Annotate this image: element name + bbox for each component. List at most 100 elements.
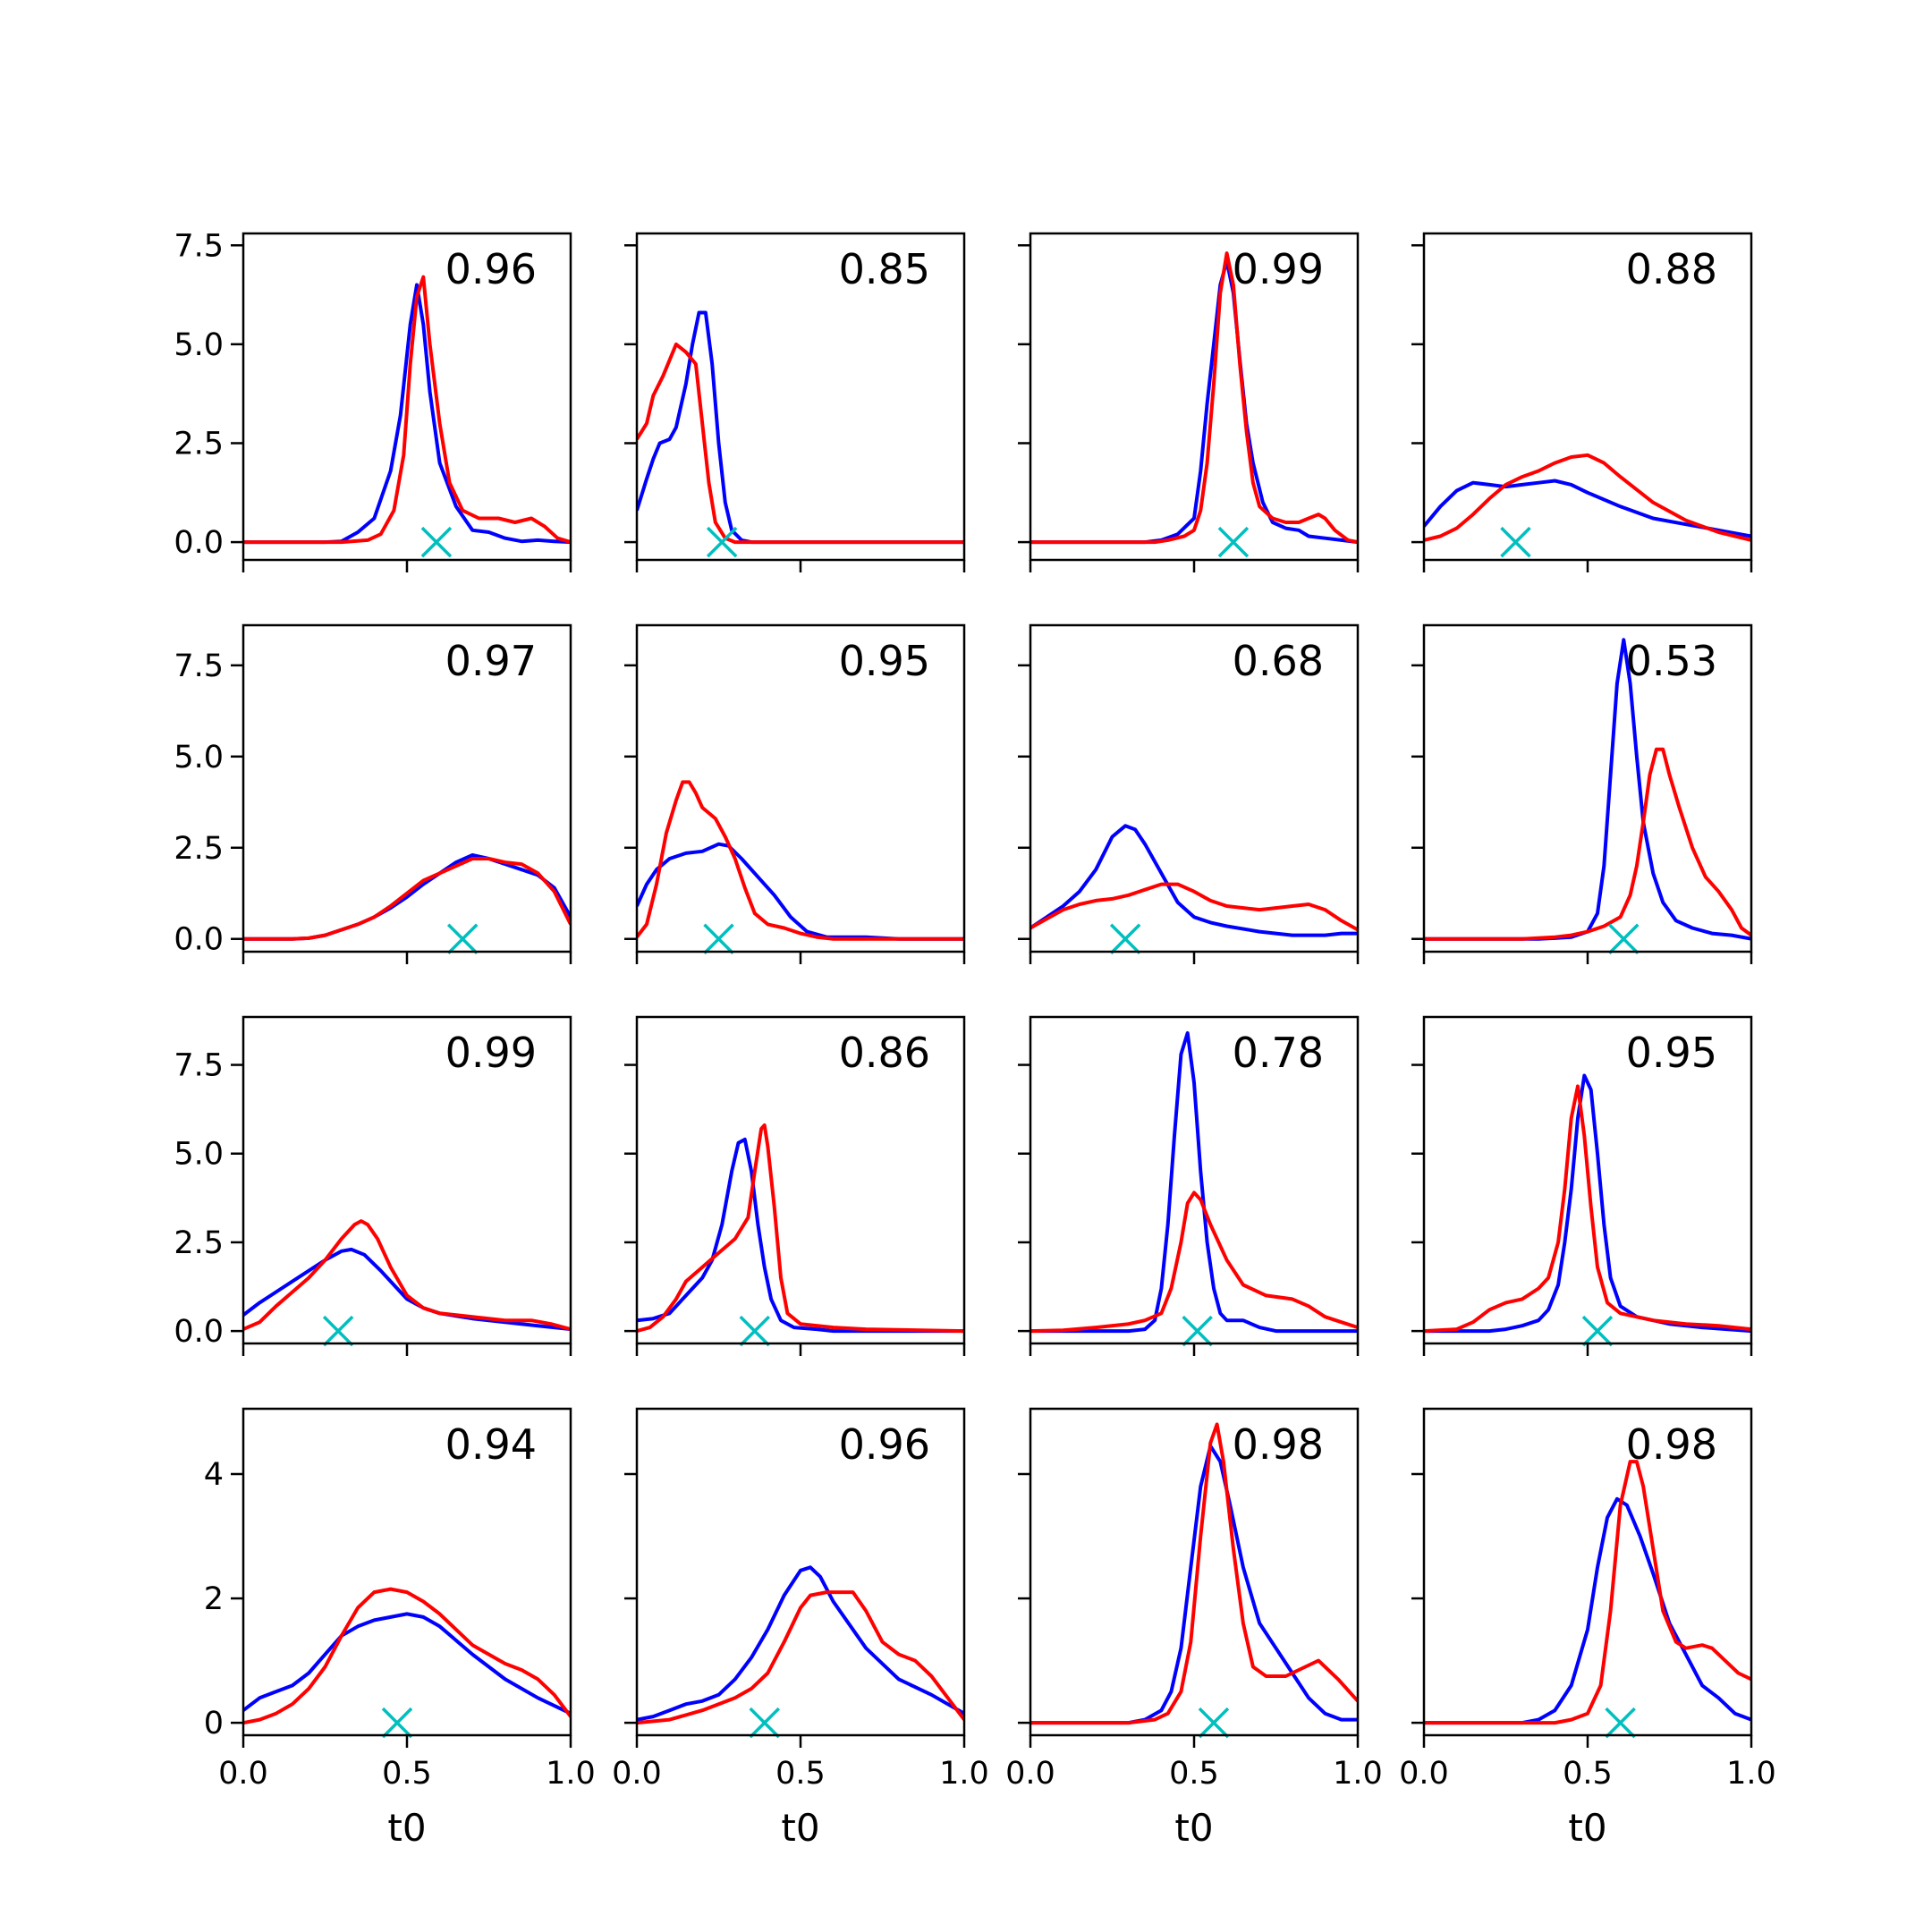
y-tick-label: 0 [204,1706,224,1741]
red-density-line [243,275,571,545]
true-value-marker [1608,923,1640,954]
true-value-marker [1500,526,1531,558]
y-tick-label: 7.5 [174,228,224,264]
panel-score-annotation: 0.96 [445,245,537,293]
red-density-line [243,857,571,941]
x-axis-label: t0 [781,1806,819,1850]
red-density-line [1030,1191,1358,1334]
y-tick-label: 0.0 [174,525,224,561]
panel-score-annotation: 0.99 [445,1029,537,1077]
red-density-line [637,342,964,545]
red-density-line [1030,882,1358,932]
x-axis-label: t0 [1568,1806,1606,1850]
panel-r4-c4: 0.0 0.5 1.0 t0 0.98 [1399,1407,1776,1850]
red-density-line [1424,747,1751,941]
x-tick-label: 0.0 [218,1756,268,1792]
panel-score-annotation: 0.88 [1626,245,1717,293]
y-tick-label: 0.0 [174,922,224,958]
true-value-marker [381,1707,413,1739]
red-density-line [243,1587,571,1725]
blue-density-line [243,852,571,941]
panel-grid: 0.0 2.5 5.0 7.5 0.96 0.85 0.99 0.88 0.0 2.5 5.0 7.5… [174,228,1776,1850]
blue-density-line [637,310,964,545]
panel-score-annotation: 0.97 [445,637,537,685]
true-value-marker [1198,1707,1230,1739]
panel-r1-c2: 0.85 [624,232,966,572]
blue-density-line [243,1612,571,1716]
red-density-line [637,1123,964,1334]
panel-r2-c4: 0.53 [1411,623,1753,964]
red-density-line [637,780,964,941]
true-value-marker [1109,923,1141,954]
blue-density-line [637,842,964,941]
panel-r3-c4: 0.95 [1411,1015,1753,1356]
panel-r3-c3: 0.78 [1018,1015,1360,1356]
panel-r4-c3: 0.0 0.5 1.0 t0 0.98 [1005,1407,1383,1850]
true-value-marker [703,923,734,954]
blue-density-line [1030,1030,1358,1334]
x-tick-label: 0.5 [1169,1756,1219,1792]
panel-score-annotation: 0.86 [839,1029,930,1077]
true-value-marker [446,923,479,954]
blue-density-line [637,1565,964,1722]
panel-score-annotation: 0.85 [839,245,930,293]
panel-score-annotation: 0.53 [1626,637,1717,685]
x-tick-label: 0.5 [775,1756,826,1792]
blue-density-line [243,1247,571,1332]
red-density-line [1030,251,1358,545]
blue-density-line [1030,1444,1358,1725]
x-tick-label: 0.5 [1563,1756,1613,1792]
x-tick-label: 1.0 [939,1756,989,1792]
red-density-line [637,1590,964,1725]
blue-density-line [1030,259,1358,545]
true-value-marker [749,1707,780,1739]
red-density-line [243,1219,571,1332]
true-value-marker [1217,526,1250,558]
panel-r1-c3: 0.99 [1018,232,1360,572]
true-value-marker [739,1315,770,1347]
y-tick-label: 4 [204,1457,224,1493]
blue-density-line [1424,1496,1751,1725]
panel-score-annotation: 0.99 [1233,245,1324,293]
panel-score-annotation: 0.95 [839,637,930,685]
panel-r1-c1: 0.0 2.5 5.0 7.5 0.96 [174,228,572,572]
x-tick-label: 0.0 [1399,1756,1449,1792]
x-tick-label: 1.0 [1333,1756,1383,1792]
x-tick-label: 0.0 [1005,1756,1055,1792]
blue-density-line [243,283,571,545]
x-tick-label: 0.5 [382,1756,432,1792]
panel-r3-c1: 0.0 2.5 5.0 7.5 0.99 [174,1015,572,1356]
true-value-marker [420,526,453,558]
true-value-marker [706,526,738,558]
red-density-line [1424,1460,1751,1725]
panel-r2-c3: 0.68 [1018,623,1360,964]
true-value-marker [1182,1315,1213,1347]
panel-r2-c2: 0.95 [624,623,966,964]
y-tick-label: 5.0 [174,740,224,775]
red-density-line [1424,1084,1751,1334]
y-tick-label: 2.5 [174,831,224,867]
panel-r4-c2: 0.0 0.5 1.0 t0 0.96 [612,1407,989,1850]
true-value-marker [1581,1315,1614,1347]
panel-score-annotation: 0.68 [1233,637,1324,685]
y-tick-label: 5.0 [174,327,224,363]
panel-r2-c1: 0.0 2.5 5.0 7.5 0.97 [174,623,572,964]
red-density-line [1030,1422,1358,1725]
panel-score-annotation: 0.78 [1233,1029,1324,1077]
blue-density-line [1030,824,1358,937]
y-tick-label: 2 [204,1581,224,1617]
panel-r4-c1: 0.0 0.5 1.0 0 2 4 t0 0.94 [204,1407,596,1850]
x-tick-label: 1.0 [1726,1756,1776,1792]
red-density-line [1424,453,1751,542]
true-value-marker [322,1315,354,1347]
y-tick-label: 7.5 [174,648,224,684]
y-tick-label: 5.0 [174,1137,224,1173]
x-axis-label: t0 [1174,1806,1213,1850]
panel-r1-c4: 0.88 [1411,232,1753,572]
blue-density-line [1424,1073,1751,1334]
x-tick-label: 1.0 [546,1756,596,1792]
panel-score-annotation: 0.98 [1626,1420,1717,1469]
panel-r3-c2: 0.86 [624,1015,966,1356]
panel-score-annotation: 0.94 [445,1420,537,1469]
